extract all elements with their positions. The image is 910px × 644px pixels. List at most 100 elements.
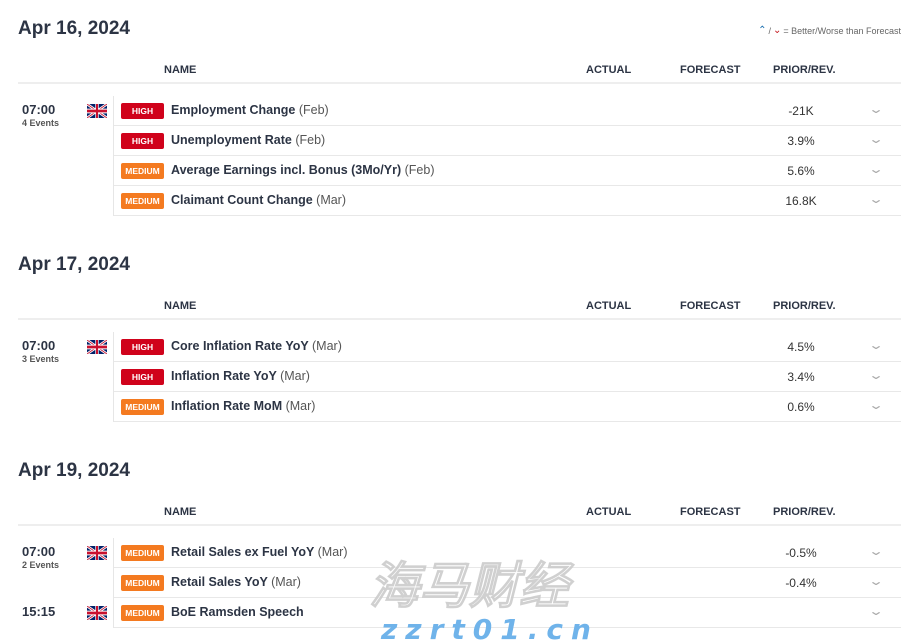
impact-badge-high: HIGH <box>121 133 164 149</box>
divider <box>113 332 114 422</box>
event-name[interactable]: Claimant Count Change (Mar) <box>171 193 346 207</box>
prior-value: 0.6% <box>787 400 815 414</box>
event-count: 3 Events <box>22 354 60 364</box>
event-period: (Feb) <box>404 163 435 177</box>
event-name[interactable]: Core Inflation Rate YoY (Mar) <box>171 339 342 353</box>
event-period: (Feb) <box>295 133 326 147</box>
table-header: NAME ACTUAL FORECAST PRIOR/REV. <box>18 300 901 320</box>
chevron-down-icon[interactable]: ⌄ <box>867 132 885 146</box>
uk-flag-icon <box>86 338 108 356</box>
event-name[interactable]: BoE Ramsden Speech <box>171 605 304 619</box>
event-period: (Mar) <box>316 193 347 207</box>
time-group: 15:15 MEDIUM BoE Ramsden Speech ⌄ <box>18 598 901 628</box>
column-header-actual: ACTUAL <box>586 506 632 518</box>
column-header-actual: ACTUAL <box>586 300 632 312</box>
event-time: 07:00 <box>22 338 56 353</box>
column-header-name: NAME <box>164 506 197 518</box>
event-title: Inflation Rate YoY <box>171 369 277 383</box>
uk-flag-icon <box>86 102 108 120</box>
event-count: 4 Events <box>22 118 60 128</box>
chevron-down-icon[interactable]: ⌄ <box>867 338 885 352</box>
prior-value: 3.9% <box>787 134 815 148</box>
event-time: 15:15 <box>22 604 56 619</box>
event-name[interactable]: Employment Change (Feb) <box>171 103 329 117</box>
impact-badge-medium: MEDIUM <box>121 605 164 621</box>
event-name[interactable]: Retail Sales ex Fuel YoY (Mar) <box>171 545 347 559</box>
event-row[interactable]: HIGH Unemployment Rate (Feb) 3.9% ⌄ <box>114 126 901 156</box>
chevron-down-icon[interactable]: ⌄ <box>867 192 885 206</box>
chevron-down-icon[interactable]: ⌄ <box>867 604 885 618</box>
event-row[interactable]: HIGH Employment Change (Feb) -21K ⌄ <box>114 96 901 126</box>
event-row[interactable]: MEDIUM Claimant Count Change (Mar) 16.8K ⌄ <box>114 186 901 216</box>
event-title: Core Inflation Rate YoY <box>171 339 309 353</box>
column-header-forecast: FORECAST <box>680 300 741 312</box>
event-title: Claimant Count Change <box>171 193 313 207</box>
event-name[interactable]: Inflation Rate YoY (Mar) <box>171 369 310 383</box>
event-name[interactable]: Retail Sales YoY (Mar) <box>171 575 301 589</box>
date-heading: Apr 19, 2024 <box>18 460 130 481</box>
uk-flag-icon <box>86 544 108 562</box>
divider <box>113 598 114 628</box>
event-title: Average Earnings incl. Bonus (3Mo/Yr) <box>171 163 402 177</box>
event-period: (Mar) <box>285 399 316 413</box>
chevron-down-icon[interactable]: ⌄ <box>867 102 885 116</box>
column-header-prior: PRIOR/REV. <box>773 64 836 76</box>
column-header-actual: ACTUAL <box>586 64 632 76</box>
impact-badge-medium: MEDIUM <box>121 575 164 591</box>
table-header: NAME ACTUAL FORECAST PRIOR/REV. <box>18 506 901 526</box>
divider <box>113 96 114 216</box>
chevron-down-icon[interactable]: ⌄ <box>867 398 885 412</box>
event-period: (Mar) <box>317 545 348 559</box>
event-row[interactable]: MEDIUM Average Earnings incl. Bonus (3Mo/… <box>114 156 901 186</box>
column-header-prior: PRIOR/REV. <box>773 506 836 518</box>
impact-badge-high: HIGH <box>121 369 164 385</box>
event-period: (Mar) <box>271 575 301 589</box>
event-period: (Mar) <box>280 369 310 383</box>
event-title: Retail Sales ex Fuel YoY <box>171 545 315 559</box>
date-heading: Apr 17, 2024 <box>18 254 130 275</box>
column-header-forecast: FORECAST <box>680 506 741 518</box>
impact-badge-medium: MEDIUM <box>121 163 164 179</box>
uk-flag-icon <box>86 604 108 622</box>
event-name[interactable]: Unemployment Rate (Feb) <box>171 133 325 147</box>
chevron-down-icon[interactable]: ⌄ <box>867 574 885 588</box>
date-heading: Apr 16, 2024 <box>18 18 130 39</box>
better-arrow-icon: ⌃ <box>758 25 767 36</box>
chevron-down-icon[interactable]: ⌄ <box>867 544 885 558</box>
time-group: 07:00 3 Events HIGH Core Inflation Rate YoY… <box>18 332 901 422</box>
worse-arrow-icon: ⌄ <box>772 25 782 36</box>
time-group: 07:00 2 Events MEDIUM Retail Sales ex Fuel … <box>18 538 901 598</box>
column-header-name: NAME <box>164 64 197 76</box>
event-title: Retail Sales YoY <box>171 575 268 589</box>
event-time: 07:00 <box>22 544 56 559</box>
chevron-down-icon[interactable]: ⌄ <box>867 162 885 176</box>
impact-badge-medium: MEDIUM <box>121 399 164 415</box>
event-row[interactable]: MEDIUM Retail Sales ex Fuel YoY (Mar) -0.5… <box>114 538 901 568</box>
event-name[interactable]: Average Earnings incl. Bonus (3Mo/Yr) (F… <box>171 163 435 177</box>
event-row[interactable]: MEDIUM Retail Sales YoY (Mar) -0.4% ⌄ <box>114 568 901 598</box>
prior-value: -21K <box>788 104 814 118</box>
prior-value: 5.6% <box>787 164 815 178</box>
prior-value: 4.5% <box>787 340 815 354</box>
date-section: Apr 17, 2024 NAME ACTUAL FORECAST PRIOR/REV.… <box>18 254 901 422</box>
impact-badge-medium: MEDIUM <box>121 545 164 561</box>
column-header-name: NAME <box>164 300 197 312</box>
impact-badge-high: HIGH <box>121 339 164 355</box>
event-row[interactable]: MEDIUM BoE Ramsden Speech ⌄ <box>114 598 901 628</box>
event-title: BoE Ramsden Speech <box>171 605 304 619</box>
event-row[interactable]: HIGH Core Inflation Rate YoY (Mar) 4.5% ⌄ <box>114 332 901 362</box>
prior-value: -0.4% <box>785 576 817 590</box>
event-title: Inflation Rate MoM <box>171 399 283 413</box>
table-header: NAME ACTUAL FORECAST PRIOR/REV. <box>18 64 901 84</box>
legend: ⌃ / ⌄ = Better/Worse than Forecast <box>758 25 901 36</box>
prior-value: 16.8K <box>785 194 817 208</box>
event-name[interactable]: Inflation Rate MoM (Mar) <box>171 399 315 413</box>
event-period: (Mar) <box>312 339 342 353</box>
chevron-down-icon[interactable]: ⌄ <box>867 368 885 382</box>
prior-value: 3.4% <box>787 370 815 384</box>
event-row[interactable]: MEDIUM Inflation Rate MoM (Mar) 0.6% ⌄ <box>114 392 901 422</box>
prior-value: -0.5% <box>785 546 817 560</box>
event-title: Unemployment Rate <box>171 133 292 147</box>
event-row[interactable]: HIGH Inflation Rate YoY (Mar) 3.4% ⌄ <box>114 362 901 392</box>
date-section: Apr 19, 2024 NAME ACTUAL FORECAST PRIOR/REV.… <box>18 460 901 628</box>
